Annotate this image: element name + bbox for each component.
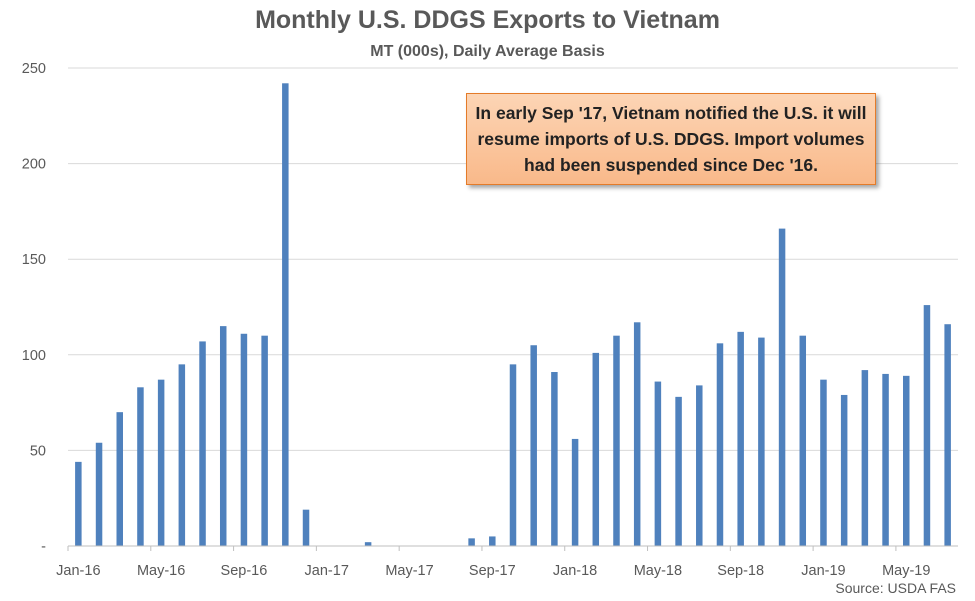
- chart-subtitle: MT (000s), Daily Average Basis: [370, 43, 605, 60]
- bar-Mar-16: [116, 412, 123, 546]
- bar-Nov-18: [778, 228, 786, 546]
- y-tick-label: 200: [22, 157, 46, 173]
- bar-Dec-17: [551, 372, 558, 546]
- bar-Sep-16: [240, 333, 248, 546]
- x-tick-label: Jan-16: [56, 563, 100, 579]
- y-tick-label: -: [41, 539, 46, 555]
- bar-Nov-17: [530, 345, 537, 546]
- bar-Jan-18: [571, 438, 579, 546]
- bar-Jul-19: [944, 324, 951, 546]
- y-tick-label: 150: [22, 252, 46, 268]
- axes: [67, 545, 958, 551]
- x-tick-label: Jan-17: [305, 563, 349, 579]
- bar-Aug-16: [219, 326, 227, 546]
- bar-Jul-18: [696, 385, 703, 546]
- bar-Mar-19: [861, 370, 869, 546]
- bar-Oct-17: [509, 364, 517, 546]
- bar-May-19: [903, 375, 910, 546]
- bar-Feb-18: [592, 352, 600, 546]
- annotation-callout: In early Sep '17, Vietnam notified the U…: [466, 93, 876, 185]
- bar-May-16: [157, 379, 165, 546]
- x-tick-label: May-19: [882, 563, 930, 579]
- bar-Jun-19: [923, 305, 931, 546]
- bar-Jun-18: [675, 396, 682, 546]
- bar-Oct-16: [261, 335, 268, 546]
- bar-Mar-18: [613, 335, 620, 546]
- bar-Sep-17: [489, 536, 496, 546]
- bars: [75, 83, 951, 547]
- bar-Jan-19: [820, 379, 827, 546]
- source-note: Source: USDA FAS: [835, 580, 956, 596]
- bar-Feb-19: [840, 394, 848, 546]
- bar-Feb-16: [95, 442, 103, 546]
- bar-Nov-16: [282, 83, 289, 547]
- chart-title: Monthly U.S. DDGS Exports to Vietnam: [255, 6, 720, 34]
- x-tick-label: Sep-16: [221, 563, 268, 579]
- x-tick-labels: Jan-16 May-16 Sep-16 Jan-17 May-17 Sep-17 Jan-…: [56, 563, 930, 579]
- y-tick-label: 250: [22, 61, 46, 77]
- bar-Apr-18: [633, 322, 641, 546]
- bar-Aug-17: [468, 538, 475, 546]
- x-tick-label: Jan-18: [553, 563, 597, 579]
- x-tick-label: Jan-19: [801, 563, 845, 579]
- bar-Aug-18: [716, 343, 724, 546]
- x-tick-label: May-17: [385, 563, 433, 579]
- x-tick-label: Sep-17: [469, 563, 516, 579]
- x-tick-label: Sep-18: [717, 563, 764, 579]
- bar-Jun-16: [178, 364, 186, 546]
- y-tick-labels: - 50 100 150 200 250: [22, 61, 46, 555]
- x-tick-label: May-18: [634, 563, 682, 579]
- bar-Jan-16: [75, 461, 82, 546]
- x-tick-label: May-16: [137, 563, 185, 579]
- bar-Apr-16: [137, 387, 144, 546]
- bar-Apr-19: [882, 373, 889, 546]
- bar-Dec-18: [799, 335, 807, 546]
- bar-Jul-16: [199, 341, 206, 546]
- bar-Dec-16: [302, 509, 310, 546]
- bar-Mar-17: [364, 542, 372, 546]
- bar-May-18: [654, 381, 662, 546]
- bar-Sep-18: [737, 331, 744, 546]
- y-tick-label: 100: [22, 348, 46, 364]
- bar-Oct-18: [758, 337, 765, 546]
- y-tick-label: 50: [30, 443, 46, 459]
